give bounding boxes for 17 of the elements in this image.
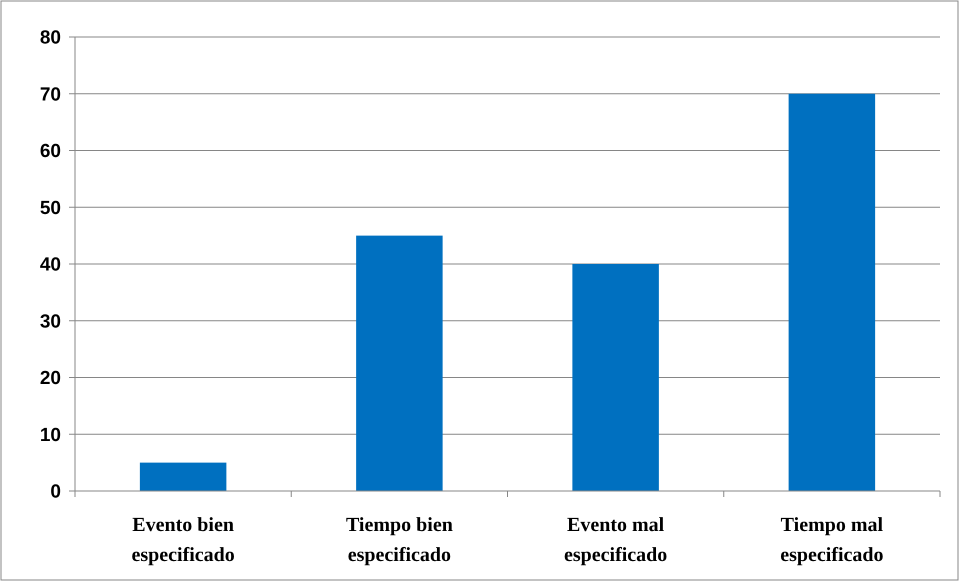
bar [572,264,659,491]
y-tick-label: 20 [40,368,61,390]
x-tick-label: Evento bien especificado [131,514,235,566]
x-tick-label: Tiempo bien especificado [346,514,453,566]
y-tick-label: 30 [40,311,61,332]
bar [140,462,226,491]
y-tick-label: 10 [40,424,61,446]
y-tick-label: 50 [40,198,61,219]
y-tick-label: 70 [40,84,61,106]
y-tick-label: 60 [40,141,61,162]
x-tick-label: Evento mal especificado [564,514,668,566]
y-tick-label: 0 [50,482,61,503]
x-tick-label: Tiempo mal especificado [780,514,884,566]
bar [356,236,443,491]
bar [788,94,876,491]
y-tick-label: 80 [40,28,61,49]
y-tick-label: 40 [40,254,61,276]
